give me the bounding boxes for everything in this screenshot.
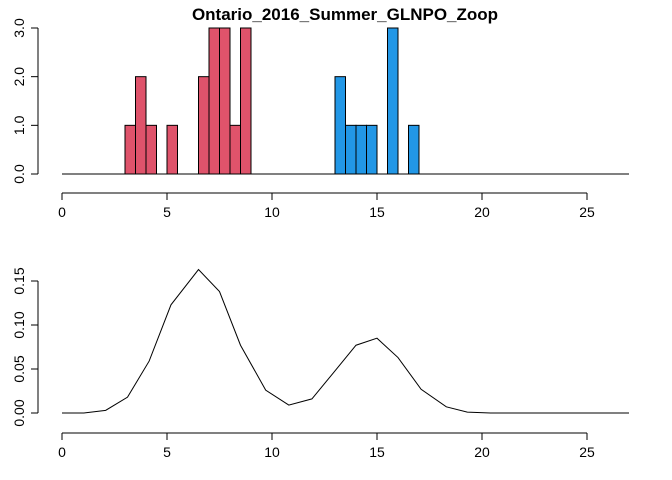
x-tick-label: 0 bbox=[58, 444, 66, 460]
x-tick-label: 5 bbox=[163, 204, 171, 220]
x-tick-label: 10 bbox=[264, 444, 280, 460]
y-tick-label: 0.0 bbox=[11, 164, 27, 184]
y-tick-label: 0.10 bbox=[11, 311, 27, 338]
histogram-bar bbox=[135, 76, 147, 175]
y-tick-label: 0.15 bbox=[11, 267, 27, 294]
density-panel: 0 5 10 15 20 25 0.00 0.05 0.10 0.15 bbox=[11, 267, 629, 460]
y-tick-label: 0.05 bbox=[11, 355, 27, 382]
x-tick-label: 15 bbox=[369, 204, 385, 220]
histogram-bar bbox=[219, 27, 231, 175]
histogram-bar bbox=[198, 76, 210, 175]
x-tick-label: 15 bbox=[369, 444, 385, 460]
x-tick-label: 25 bbox=[579, 204, 595, 220]
density-line bbox=[62, 268, 629, 414]
y-tick-label: 3.0 bbox=[11, 18, 27, 38]
x-tick-label: 5 bbox=[163, 444, 171, 460]
histogram-bar bbox=[387, 27, 399, 175]
x-tick-label: 0 bbox=[58, 204, 66, 220]
histogram-bar bbox=[334, 76, 346, 175]
histogram-bar bbox=[229, 124, 241, 175]
y-tick-label: 1.0 bbox=[11, 115, 27, 135]
histogram-bar bbox=[345, 124, 357, 175]
chart-title: Ontario_2016_Summer_GLNPO_Zoop bbox=[192, 5, 498, 24]
x-tick-label: 25 bbox=[579, 444, 595, 460]
histogram-bar bbox=[355, 124, 367, 175]
histogram-bar bbox=[366, 124, 378, 175]
y-tick-label: 2.0 bbox=[11, 67, 27, 87]
histogram-bar bbox=[208, 27, 220, 175]
histogram-bar bbox=[240, 27, 252, 175]
x-tick-label: 10 bbox=[264, 204, 280, 220]
y-tick-label: 0.00 bbox=[11, 399, 27, 426]
histogram-panel: 0 5 10 15 20 25 0.0 1.0 2.0 3.0 bbox=[11, 18, 629, 220]
x-tick-label: 20 bbox=[474, 444, 490, 460]
x-tick-label: 20 bbox=[474, 204, 490, 220]
histogram-bar bbox=[408, 124, 420, 175]
histogram-bar bbox=[124, 124, 136, 175]
histogram-bar bbox=[166, 124, 178, 175]
histogram-bar bbox=[145, 124, 157, 175]
